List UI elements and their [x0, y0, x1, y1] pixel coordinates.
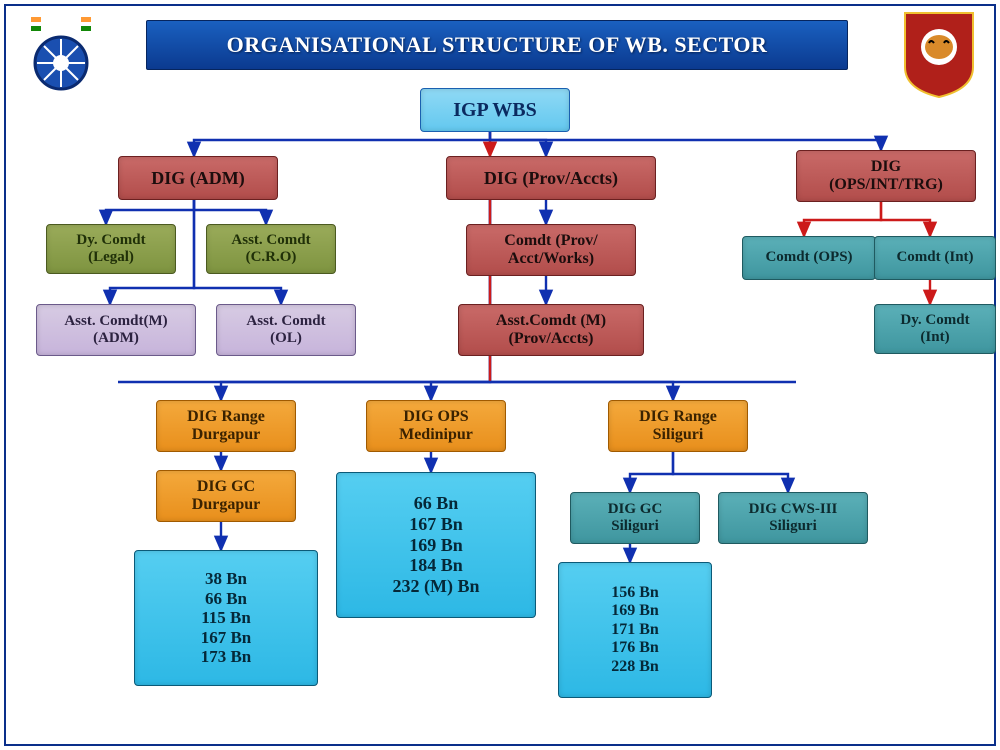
- node-range_sil: DIG Range Siliguri: [608, 400, 748, 452]
- node-dig_prov: DIG (Prov/Accts): [446, 156, 656, 200]
- node-asst_ol: Asst. Comdt (OL): [216, 304, 356, 356]
- node-bn_sil: 156 Bn 169 Bn 171 Bn 176 Bn 228 Bn: [558, 562, 712, 698]
- page-title: ORGANISATIONAL STRUCTURE OF WB. SECTOR: [146, 20, 848, 70]
- node-gc_dur: DIG GC Durgapur: [156, 470, 296, 522]
- chart-frame: ORGANISATIONAL STRUCTURE OF WB. SECTOR I…: [4, 4, 996, 746]
- crest-left: [16, 10, 106, 100]
- node-dy_legal: Dy. Comdt (Legal): [46, 224, 176, 274]
- node-range_dur: DIG Range Durgapur: [156, 400, 296, 452]
- node-gc_sil: DIG GC Siliguri: [570, 492, 700, 544]
- node-comdt_int: Comdt (Int): [874, 236, 996, 280]
- node-asst_m_adm: Asst. Comdt(M) (ADM): [36, 304, 196, 356]
- node-asst_m_prov: Asst.Comdt (M) (Prov/Accts): [458, 304, 644, 356]
- node-dig_ops: DIG (OPS/INT/TRG): [796, 150, 976, 202]
- node-ops_med: DIG OPS Medinipur: [366, 400, 506, 452]
- node-dy_int: Dy. Comdt (Int): [874, 304, 996, 354]
- node-bn_dur: 38 Bn 66 Bn 115 Bn 167 Bn 173 Bn: [134, 550, 318, 686]
- node-comdt_ops: Comdt (OPS): [742, 236, 876, 280]
- node-dig_adm: DIG (ADM): [118, 156, 278, 200]
- node-asst_cro: Asst. Comdt (C.R.O): [206, 224, 336, 274]
- node-bn_med: 66 Bn 167 Bn 169 Bn 184 Bn 232 (M) Bn: [336, 472, 536, 618]
- node-cws_sil: DIG CWS-III Siliguri: [718, 492, 868, 544]
- node-comdt_prov: Comdt (Prov/ Acct/Works): [466, 224, 636, 276]
- node-igp: IGP WBS: [420, 88, 570, 132]
- crest-right: [894, 10, 984, 100]
